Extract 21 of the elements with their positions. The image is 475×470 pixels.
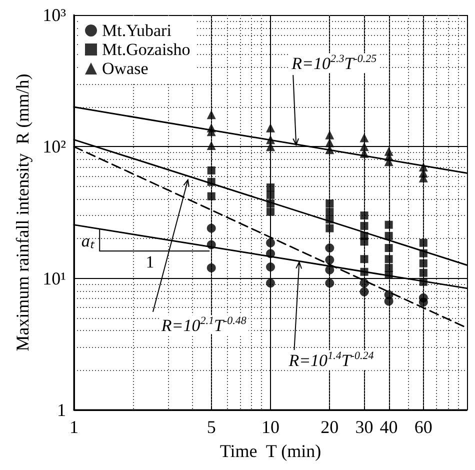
annotation: R=10$^{2.3}$T$^{-0.25}$ [290,53,379,73]
x-tick-label: 30 [355,417,374,437]
x-tick-label: 40 [380,417,398,437]
y-tick-label: 1 [57,400,66,420]
annotation: R=10$^{1.4}$T$^{-0.24}$ [286,350,376,370]
x-tick-label: 1 [70,417,78,437]
x-tick-label: 20 [320,417,339,437]
x-tick-label: 5 [206,417,216,437]
annotation: R=10$^{2.1}$T$^{-0.48}$ [159,314,248,335]
y-tick-label: 10² [42,136,66,157]
legend-label: Mt.Yubari [102,21,172,40]
y-axis-title: Maximum rainfall intensity R (mm/h) [12,74,33,352]
y-tick-label: 10¹ [42,268,66,288]
annotation: 1 [146,252,154,272]
legend-label: Owase [102,59,148,78]
annotation: aₜ [81,231,94,250]
x-tick-label: 10 [262,417,280,437]
legend-label: Mt.Gozaisho [102,40,190,59]
x-tick-label: 60 [414,417,432,437]
y-tick-label: 10³ [42,5,67,25]
x-axis-title: Time T (min) [220,441,322,461]
